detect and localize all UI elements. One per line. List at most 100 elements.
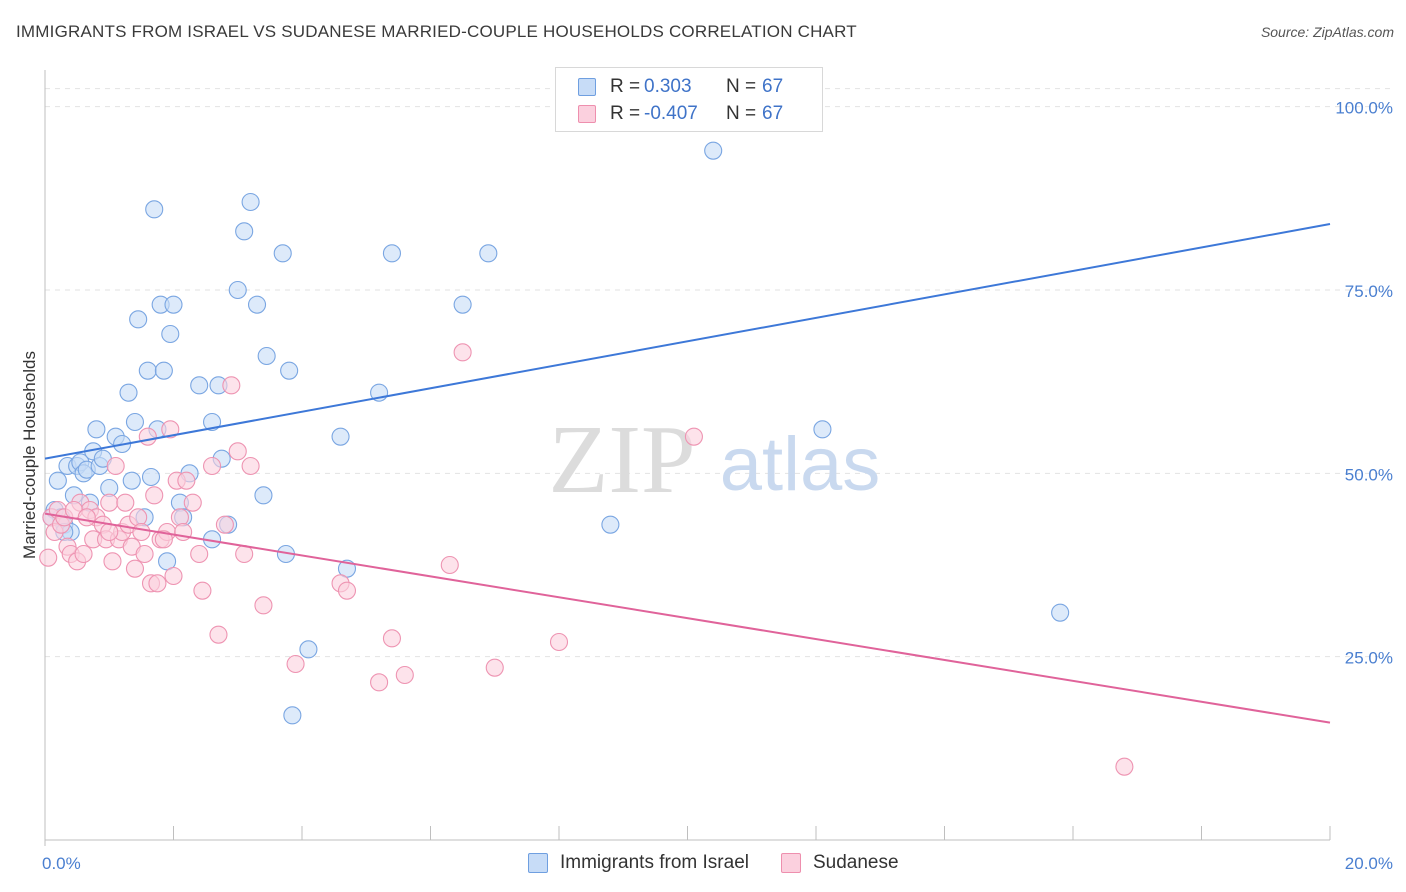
n-value: 67 — [762, 103, 784, 124]
sudanese-point — [100, 493, 119, 512]
sudanese-point — [106, 456, 125, 476]
sudanese-point — [1115, 757, 1134, 776]
sudanese-point — [254, 596, 273, 615]
israel-point — [203, 412, 222, 432]
israel-point — [138, 361, 157, 380]
israel-point — [145, 200, 164, 219]
sudanese-point — [161, 420, 180, 439]
israel-point — [704, 141, 723, 160]
sudanese-point — [241, 456, 260, 476]
sudanese-point — [129, 508, 148, 527]
legend-swatch-israel — [528, 853, 548, 873]
sudanese-point — [125, 559, 144, 578]
israel-point — [601, 515, 620, 534]
watermark: ZIP atlas — [549, 406, 881, 514]
israel-point — [331, 427, 350, 446]
sudanese-point — [222, 376, 241, 395]
israel-point — [122, 471, 141, 490]
israel-point — [382, 244, 402, 263]
sudanese-point — [286, 654, 305, 674]
sudanese-trend-line — [44, 512, 1331, 724]
israel-point — [228, 280, 247, 300]
data-points — [39, 97, 1134, 776]
israel-trend-line — [44, 223, 1331, 460]
sudanese-point — [209, 625, 228, 644]
sudanese-point — [145, 486, 164, 505]
r-value: -0.407 — [644, 103, 698, 124]
israel-point — [87, 420, 106, 439]
watermark-zip: ZIP — [549, 406, 696, 514]
sudanese-point — [164, 566, 183, 586]
sudanese-point — [132, 522, 151, 542]
tick-labels: 25.0% 50.0% 75.0% 100.0% 0.0% 20.0% — [42, 99, 1393, 873]
sudanese-point — [203, 456, 222, 476]
n-label: N = — [726, 103, 757, 124]
source-credit: Source: ZipAtlas.com — [1260, 24, 1394, 40]
r-label: R = — [610, 76, 641, 97]
sudanese-point — [39, 548, 58, 567]
israel-point — [1051, 603, 1070, 622]
israel-point — [479, 244, 498, 263]
watermark-atlas: atlas — [720, 422, 881, 507]
israel-point — [164, 295, 183, 314]
sudanese-point — [170, 508, 189, 527]
sudanese-point — [183, 493, 202, 512]
x-tick-label: 0.0% — [42, 854, 81, 873]
legend-item-sudanese[interactable]: Sudanese — [780, 852, 899, 874]
sudanese-point — [148, 574, 167, 593]
sudanese-point — [135, 544, 154, 564]
israel-point — [48, 471, 67, 490]
israel-point — [247, 295, 267, 314]
israel-point — [241, 192, 260, 212]
israel-point — [453, 295, 472, 314]
israel-point — [190, 376, 209, 395]
sudanese-point — [370, 673, 389, 692]
sudanese-point — [74, 544, 93, 564]
n-value: 67 — [762, 76, 784, 97]
israel-point — [141, 467, 161, 487]
r-label: R = — [610, 103, 641, 124]
sudanese-point — [215, 515, 234, 534]
sudanese-point — [549, 632, 569, 652]
legend-label-israel: Immigrants from Israel — [560, 852, 749, 873]
sudanese-point — [485, 658, 504, 677]
israel-point — [161, 324, 180, 344]
sudanese-point — [116, 493, 135, 512]
sudanese-point — [395, 665, 414, 685]
correlation-legend: R = 0.303 N = 67 R = -0.407 N = 67 — [555, 67, 823, 132]
israel-point — [280, 361, 299, 380]
sudanese-point — [337, 581, 357, 600]
sudanese-point — [154, 530, 173, 549]
sudanese-point — [235, 544, 254, 564]
sudanese-point — [138, 427, 157, 446]
sudanese-point — [382, 629, 402, 648]
israel-point — [273, 244, 292, 263]
y-tick-label: 25.0% — [1345, 649, 1393, 668]
israel-point — [254, 486, 273, 505]
sudanese-point — [193, 581, 212, 600]
trend-lines — [44, 223, 1331, 724]
israel-point — [257, 346, 276, 366]
sudanese-point — [103, 552, 122, 571]
legend-row-sudanese: R = -0.407 N = 67 — [578, 101, 783, 127]
legend-item-israel[interactable]: Immigrants from Israel — [528, 852, 749, 874]
israel-point — [154, 361, 173, 380]
legend-swatch-israel — [578, 78, 596, 96]
sudanese-point — [228, 442, 247, 461]
sudanese-point — [684, 427, 703, 446]
y-tick-label: 100.0% — [1335, 99, 1393, 118]
israel-point — [283, 706, 302, 725]
israel-point — [813, 420, 832, 439]
sudanese-point — [77, 508, 96, 527]
legend-swatch-sudanese — [578, 105, 596, 123]
sudanese-point — [440, 555, 459, 575]
israel-point — [129, 310, 148, 329]
israel-point — [125, 412, 144, 432]
x-tick-label: 20.0% — [1345, 854, 1393, 873]
y-tick-label: 50.0% — [1345, 465, 1393, 484]
israel-point — [119, 383, 138, 402]
y-tick-label: 75.0% — [1345, 282, 1393, 301]
r-value: 0.303 — [644, 76, 692, 97]
legend-label-sudanese: Sudanese — [812, 852, 899, 873]
